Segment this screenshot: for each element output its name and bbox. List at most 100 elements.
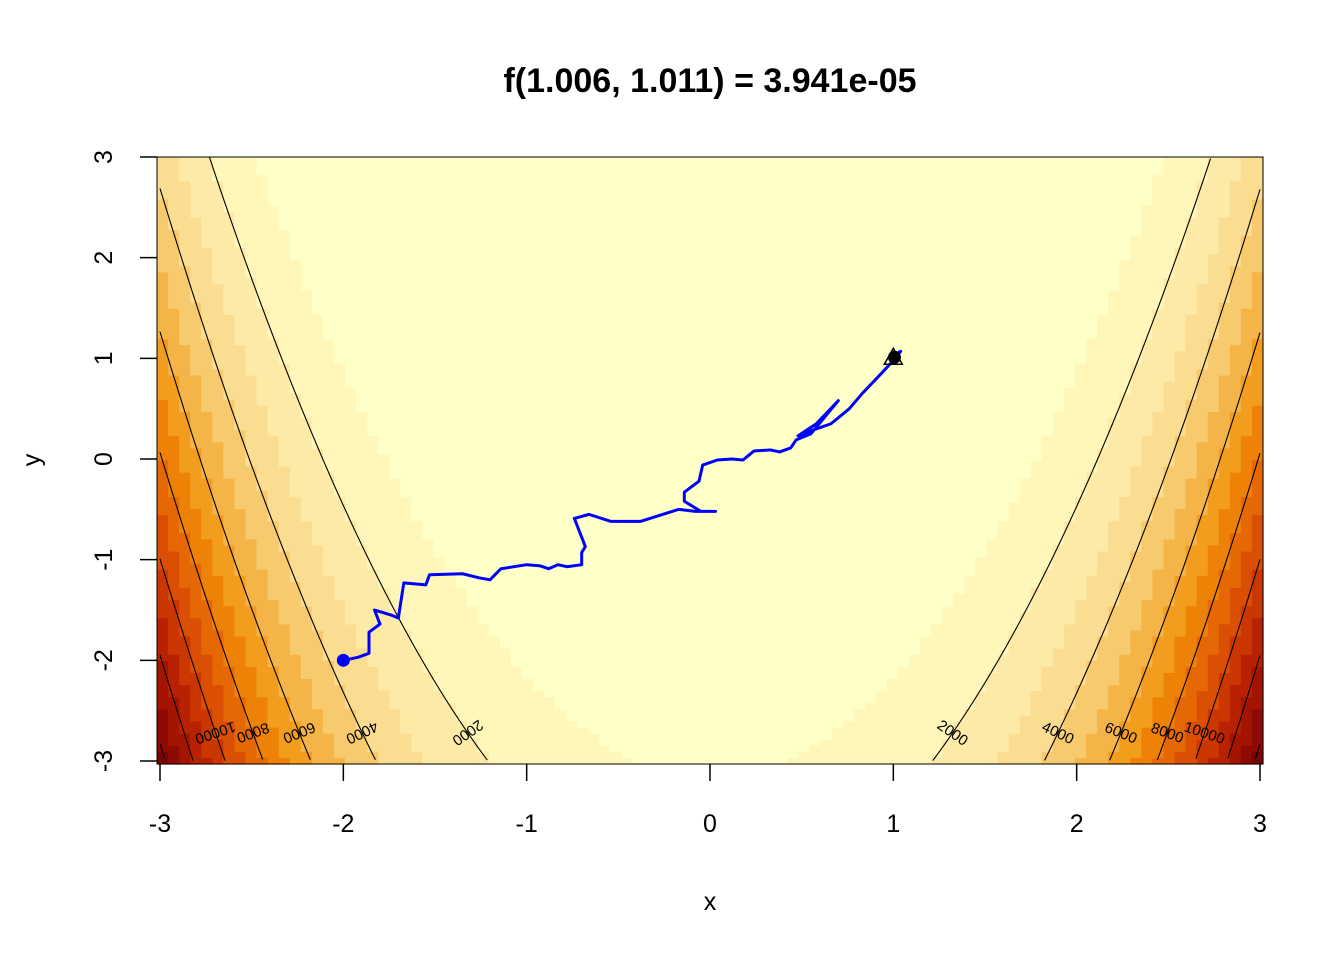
heat-cell [577,157,589,729]
heat-cell [798,157,811,753]
heat-cell [455,587,468,723]
heat-cell [256,175,269,310]
heat-cell [157,618,169,662]
heat-cell [1130,697,1142,759]
heat-cell [632,157,645,765]
heat-cell [333,157,346,364]
heat-cell [300,679,313,753]
heat-cell [1130,757,1142,765]
heat-cell [1174,697,1187,753]
heat-cell [389,478,401,613]
heat-cell [1251,339,1264,407]
heat-cell [201,539,213,601]
heat-cell [367,751,379,765]
heat-cell [1041,751,1054,765]
heat-cell [190,448,202,510]
heat-cell [157,569,169,619]
heat-cell [931,624,943,759]
heat-cell [1218,509,1231,571]
heat-cell [1141,600,1153,668]
heat-cell [510,666,523,765]
heat-cell [521,679,534,765]
heat-cell [1119,654,1131,723]
heat-cell [1008,630,1021,735]
heat-cell [1130,235,1142,364]
heat-cell [1063,624,1076,710]
heat-cell [201,654,213,710]
heat-cell [190,375,202,449]
heat-cell [1130,466,1142,553]
heat-cell [1141,157,1153,207]
heat-cell [466,739,479,765]
heat-cell [1240,375,1253,437]
heat-cell [168,157,180,231]
heat-cell [444,703,457,765]
heat-cell [975,157,988,559]
heat-cell [223,157,236,213]
heat-cell [1108,685,1120,753]
heat-cell [1207,478,1220,547]
heat-cell [433,157,446,559]
heat-cell [1240,551,1253,607]
heat-cell [1152,411,1165,498]
heat-cell [599,157,612,747]
heat-cell [1229,733,1242,765]
contour-line [159,558,226,761]
heat-cell [1185,478,1198,547]
heat-cell [521,157,534,680]
heat-cell [1119,393,1131,498]
contour-line [1195,559,1261,759]
heat-cell [300,606,313,680]
heat-cell [311,157,324,316]
heat-cell [864,157,877,704]
heat-cell [1019,612,1032,717]
heat-cell [322,339,335,474]
heat-cell [190,302,202,377]
heat-cell [311,545,324,632]
heat-cell [1240,436,1253,498]
heat-cell [190,672,202,723]
heat-cell [223,314,236,401]
heat-cell [1174,575,1187,638]
heat-cell [234,751,247,765]
heat-cell [776,157,789,765]
heat-cell [289,157,302,261]
heat-cell [1196,739,1209,765]
heat-cell [477,751,490,765]
heat-cell [1251,515,1264,571]
heat-cell [1074,496,1087,601]
heat-cell [975,557,988,692]
heat-cell [533,691,545,765]
heat-cell [1052,733,1065,765]
heat-cell [931,157,943,625]
heat-cell [997,157,1010,522]
heat-cell [201,600,213,656]
heat-cell [333,363,346,498]
heat-cell [1185,157,1198,219]
heat-cell [190,563,202,619]
heat-cell [1251,272,1264,340]
heat-cell [289,654,302,723]
heat-cell [333,757,346,765]
heat-cell [201,709,213,759]
x-tick-label: 1 [886,810,900,838]
contour-line [1227,655,1261,759]
heat-cell [610,157,623,753]
heat-cell [687,157,700,765]
heat-cell [1163,278,1176,383]
heat-cell [356,648,368,735]
heat-cell [1119,157,1131,261]
heat-cell [1185,606,1198,668]
heat-cell [278,551,291,625]
heat-cell [300,418,313,522]
heat-cell [1086,660,1098,735]
heat-cell [356,411,368,547]
heat-cell [1052,545,1065,650]
heat-cell [621,157,634,759]
heat-cell [190,721,202,765]
heat-cell [179,587,191,638]
heat-cell [433,557,446,692]
heat-cell [964,575,977,710]
heat-cell [499,157,512,650]
